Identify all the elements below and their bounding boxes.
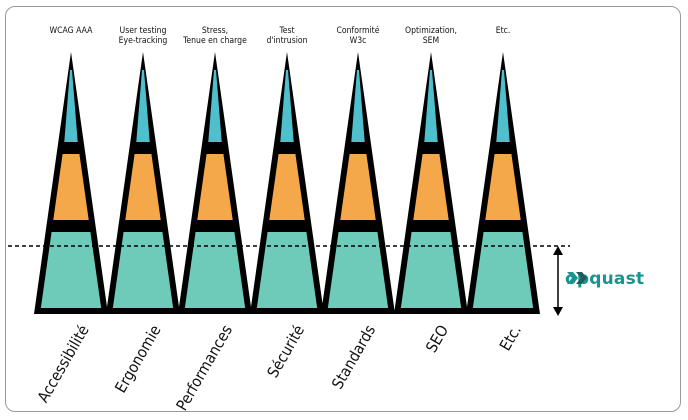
pillar-top-label-line: User testing xyxy=(119,26,167,36)
opquast-logo-icon xyxy=(567,272,587,284)
tier-middle xyxy=(125,154,161,220)
tier-middle xyxy=(413,154,449,220)
tier-top xyxy=(208,70,222,142)
pillar-top-label-line: Optimization, xyxy=(405,26,457,36)
tier-bottom xyxy=(472,232,534,308)
pillar-top-label: Test d'intrusion xyxy=(242,26,332,46)
tier-bottom xyxy=(400,232,462,308)
tier-bottom xyxy=(256,232,318,308)
pillar-top-label-line: Stress, xyxy=(201,26,229,36)
double-headed-vertical-arrow xyxy=(553,246,563,316)
tier-bottom xyxy=(40,232,102,308)
pillar-top-label-line: Eye-tracking xyxy=(118,36,168,46)
tier-top xyxy=(496,70,510,142)
tier-middle xyxy=(197,154,233,220)
tier-top xyxy=(64,70,78,142)
pillar-top-label: WCAG AAA xyxy=(26,26,116,36)
pillar-top-label: User testing Eye-tracking xyxy=(98,26,188,46)
pillar xyxy=(466,52,540,314)
pillar xyxy=(178,52,252,314)
pillar-top-label-line: W3c xyxy=(349,36,367,46)
pillar-top-label-line: Conformité xyxy=(336,26,380,36)
tier-middle xyxy=(485,154,521,220)
pillar-top-label: Etc. xyxy=(458,26,548,36)
tier-top xyxy=(351,70,365,142)
tier-top xyxy=(424,70,438,142)
pillar-top-label-line: d'intrusion xyxy=(266,36,308,46)
opquast-logo: opquast xyxy=(565,268,644,290)
pillar-top-label-line: SEM xyxy=(422,36,440,46)
pillar-top-label: Optimization, SEM xyxy=(386,26,476,46)
pillar xyxy=(106,52,180,314)
tier-bottom xyxy=(112,232,174,308)
pillar-top-label-line: WCAG AAA xyxy=(49,26,93,36)
tier-bottom xyxy=(184,232,246,308)
arrow-head-down xyxy=(553,307,563,316)
tier-top xyxy=(136,70,150,142)
tier-middle xyxy=(269,154,305,220)
logo-text: opquast xyxy=(565,269,645,289)
pillar-top-label-line: Etc. xyxy=(495,26,511,36)
pillar xyxy=(34,52,108,314)
tier-middle xyxy=(53,154,89,220)
pillar xyxy=(394,52,468,314)
pillar xyxy=(321,52,395,314)
tier-middle xyxy=(340,154,376,220)
pillar-top-label: Conformité W3c xyxy=(313,26,403,46)
pillar-top-label: Stress, Tenue en charge xyxy=(170,26,260,46)
pillar xyxy=(250,52,324,314)
pillar-top-label-line: Tenue en charge xyxy=(183,36,247,46)
tier-bottom xyxy=(327,232,389,308)
pillar-top-label-line: Test xyxy=(279,26,295,36)
tier-top xyxy=(280,70,294,142)
arrow-head-up xyxy=(553,246,563,255)
